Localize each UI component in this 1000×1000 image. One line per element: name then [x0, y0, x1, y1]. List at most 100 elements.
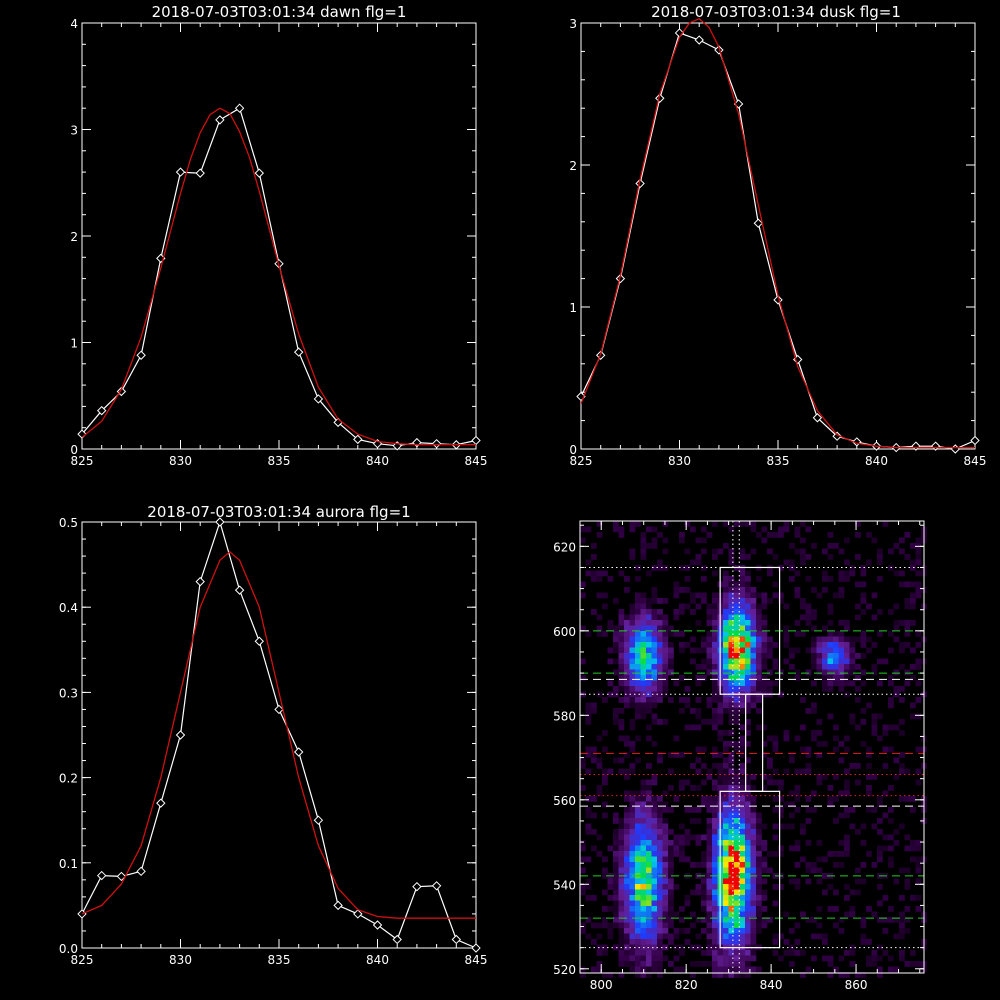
heatmap-cell	[717, 752, 724, 758]
heatmap-cell	[635, 829, 641, 835]
heatmap-cell	[882, 834, 889, 841]
heatmap-cell	[871, 537, 878, 544]
heatmap-cell	[739, 614, 746, 621]
heatmap-cell	[904, 680, 911, 687]
heatmap-cell	[657, 697, 663, 703]
heatmap-cell	[701, 917, 707, 923]
heatmap-cell	[778, 565, 784, 571]
heatmap-cell	[734, 768, 740, 775]
heatmap-cell	[871, 730, 878, 736]
heatmap-cell	[838, 812, 845, 819]
heatmap-cell	[679, 631, 685, 637]
heatmap-cell	[739, 680, 746, 687]
heatmap-cell	[624, 933, 630, 940]
heatmap-cell	[772, 779, 779, 786]
heatmap-cell	[750, 928, 757, 934]
heatmap-cell	[734, 801, 740, 808]
heatmap-cell	[877, 829, 883, 835]
heatmap-cell	[728, 592, 735, 599]
heatmap-cell	[679, 944, 685, 951]
heatmap-cell	[728, 752, 735, 758]
heatmap-cell	[827, 884, 834, 890]
aurora-xtick-label: 845	[465, 953, 488, 967]
heatmap-cell	[734, 900, 740, 907]
heatmap-cell	[728, 939, 735, 945]
heatmap-cell	[684, 603, 691, 610]
heatmap-cell	[695, 840, 702, 846]
heatmap-cell	[899, 955, 905, 962]
heatmap-cell	[629, 691, 636, 698]
aurora-data-point	[96, 870, 107, 881]
heatmap-cell	[690, 708, 696, 714]
heatmap-cell	[805, 862, 812, 868]
heatmap-cell	[750, 620, 757, 626]
dawn-data-point	[234, 103, 245, 113]
heatmap-cell	[833, 592, 839, 599]
heatmap-cell	[640, 950, 647, 956]
heatmap-cell	[756, 966, 762, 973]
heatmap-cell	[750, 636, 757, 643]
heatmap-cell	[728, 587, 735, 593]
heatmap-plot-frame	[579, 520, 925, 974]
heatmap-cell	[767, 680, 773, 687]
heatmap-cell	[618, 823, 625, 830]
heatmap-cell	[750, 856, 757, 863]
heatmap-cell	[629, 647, 636, 654]
heatmap-cell	[717, 768, 724, 775]
heatmap-cell	[816, 719, 823, 725]
heatmap-cell	[712, 900, 718, 907]
heatmap-cell	[684, 856, 691, 863]
heatmap-cell	[739, 823, 746, 830]
heatmap-cell	[745, 856, 751, 863]
heatmap-cell	[596, 614, 603, 621]
heatmap-cell	[838, 576, 845, 582]
heatmap-cell	[635, 642, 641, 648]
heatmap-cell	[712, 592, 718, 599]
heatmap-cell	[651, 647, 658, 654]
heatmap-cell	[728, 840, 735, 846]
heatmap-cell	[695, 559, 702, 566]
heatmap-cell	[739, 818, 746, 824]
heatmap-cell	[651, 719, 658, 725]
heatmap-cell	[640, 708, 647, 714]
heatmap-cell	[800, 521, 806, 527]
heatmap-cell	[657, 796, 663, 802]
heatmap-cell	[888, 680, 894, 687]
heatmap-cell	[750, 669, 757, 676]
heatmap-cell	[882, 895, 889, 901]
heatmap-cell	[756, 614, 762, 621]
dusk-title: 2018-07-03T03:01:34 dusk flg=1	[651, 3, 901, 21]
heatmap-cell	[734, 779, 740, 786]
dusk-xtick-label: 830	[668, 454, 691, 468]
heatmap-cell	[690, 889, 696, 896]
heatmap-cell	[910, 840, 916, 846]
heatmap-cell	[816, 669, 823, 676]
heatmap-cell	[695, 603, 702, 610]
heatmap-cell	[580, 922, 586, 929]
heatmap-cell	[822, 625, 828, 632]
heatmap-cell	[712, 818, 718, 824]
heatmap-cell	[624, 895, 630, 901]
heatmap-cell	[734, 713, 740, 720]
heatmap-cell	[838, 642, 845, 648]
heatmap-cell	[624, 741, 630, 747]
heatmap-cell	[613, 658, 619, 665]
heatmap-cell	[805, 752, 812, 758]
heatmap-cell	[794, 790, 801, 797]
heatmap-cell	[717, 735, 724, 742]
heatmap-cell	[739, 697, 746, 703]
heatmap-cell	[904, 906, 911, 912]
heatmap-cell	[613, 829, 619, 835]
heatmap-cell	[877, 796, 883, 802]
heatmap-cell	[860, 862, 867, 868]
heatmap-cell	[734, 697, 740, 703]
heatmap-cell	[778, 812, 784, 819]
heatmap-cell	[811, 587, 817, 593]
heatmap-cell	[640, 598, 647, 604]
heatmap-cell	[580, 928, 586, 934]
heatmap-cell	[668, 631, 674, 637]
heatmap-cell	[629, 829, 636, 835]
heatmap-cell	[739, 829, 746, 835]
heatmap-cell	[745, 642, 751, 648]
heatmap-cell	[745, 840, 751, 846]
